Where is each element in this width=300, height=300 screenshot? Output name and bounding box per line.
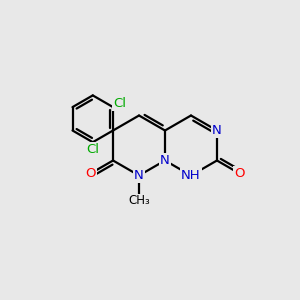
Text: NH: NH: [181, 169, 201, 182]
Text: O: O: [234, 167, 244, 180]
Text: N: N: [134, 169, 144, 182]
Text: Cl: Cl: [113, 97, 126, 110]
Text: CH₃: CH₃: [128, 194, 150, 208]
Text: Cl: Cl: [86, 143, 99, 156]
Text: N: N: [212, 124, 222, 137]
Text: O: O: [86, 167, 96, 180]
Text: N: N: [160, 154, 170, 167]
